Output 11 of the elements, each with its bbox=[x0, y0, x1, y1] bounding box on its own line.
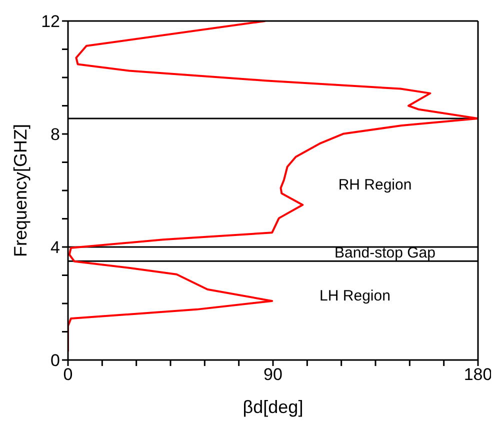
x-axis-title: βd[deg] bbox=[242, 397, 304, 417]
annotation: RH Region bbox=[338, 176, 412, 194]
y-tick-label: 4 bbox=[50, 238, 60, 258]
y-tick-label: 8 bbox=[50, 125, 60, 144]
annotation: LH Region bbox=[320, 288, 390, 304]
y-tick-label: 0 bbox=[50, 351, 60, 370]
y-axis-title: Frequency[GHZ] bbox=[10, 124, 30, 258]
y-tick-label: 12 bbox=[41, 12, 60, 32]
x-tick-label: 0 bbox=[63, 365, 73, 384]
x-tick-label: 90 bbox=[264, 365, 282, 384]
annotation: Band-stop Gap bbox=[334, 244, 436, 262]
